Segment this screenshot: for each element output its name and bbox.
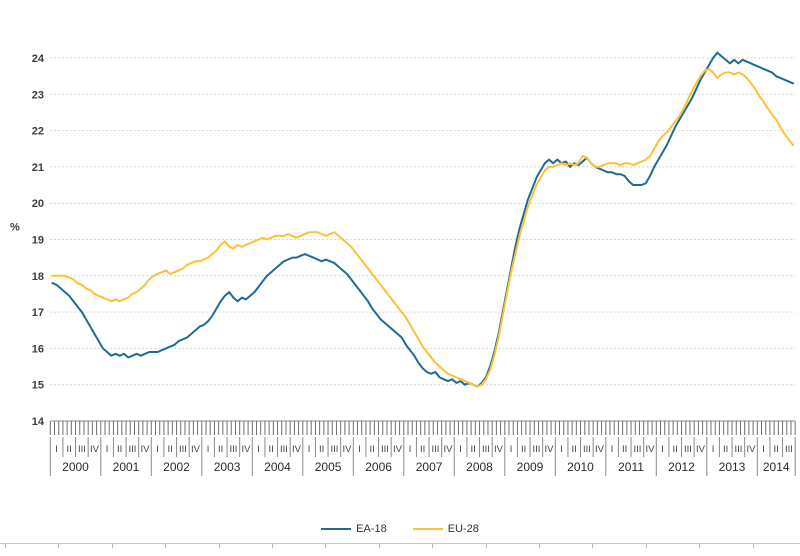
quarter-label: II [269, 444, 274, 455]
quarter-label: IV [595, 444, 605, 455]
legend-label-eu28: EU-28 [447, 523, 479, 535]
quarter-label: III [381, 444, 389, 455]
quarter-label: III [280, 444, 288, 455]
quarter-label: I [106, 444, 109, 455]
quarter-label: II [319, 444, 324, 455]
y-tick-label: 16 [32, 343, 44, 355]
year-label: 2001 [113, 460, 140, 474]
y-tick-label: 23 [32, 89, 44, 101]
quarter-label: III [532, 444, 540, 455]
quarter-label: II [572, 444, 577, 455]
year-label: 2007 [416, 460, 443, 474]
quarter-label: I [560, 444, 563, 455]
quarter-label: IV [393, 444, 403, 455]
quarter-label: II [67, 444, 72, 455]
quarter-label: IV [696, 444, 706, 455]
year-label: 2014 [763, 460, 790, 474]
quarter-label: I [55, 444, 58, 455]
quarter-label: IV [343, 444, 353, 455]
quarter-label: II [774, 444, 779, 455]
y-tick-label: 19 [32, 235, 44, 247]
year-label: 2011 [618, 460, 644, 474]
quarter-label: I [207, 444, 210, 455]
quarter-label: III [431, 444, 439, 455]
quarter-label: III [229, 444, 237, 455]
quarter-label: I [712, 444, 715, 455]
year-label: 2013 [719, 460, 746, 474]
quarter-label: I [762, 444, 765, 455]
quarter-label: I [409, 444, 412, 455]
year-label: 2012 [668, 460, 695, 474]
y-tick-label: 21 [32, 162, 44, 174]
y-tick-label: 14 [32, 416, 45, 428]
y-tick-label: 20 [32, 198, 44, 210]
quarter-label: I [611, 444, 614, 455]
quarter-label: III [583, 444, 591, 455]
quarter-label: II [521, 444, 526, 455]
quarter-label: II [622, 444, 627, 455]
y-tick-label: 22 [32, 126, 44, 138]
quarter-label: I [308, 444, 311, 455]
quarter-label: I [661, 444, 664, 455]
quarter-label: III [128, 444, 136, 455]
y-tick-label: 24 [32, 53, 45, 65]
quarter-label: II [218, 444, 223, 455]
quarter-label: III [482, 444, 490, 455]
series-line-EU-28 [51, 67, 795, 388]
year-label: 2004 [264, 460, 291, 474]
quarter-label: III [78, 444, 86, 455]
quarter-label: IV [494, 444, 504, 455]
chart-legend: EA-18 EU-28 [0, 523, 800, 535]
year-label: 2002 [163, 460, 190, 474]
quarter-label: I [156, 444, 159, 455]
quarter-label: II [370, 444, 375, 455]
quarter-label: IV [90, 444, 100, 455]
quarter-label: IV [242, 444, 252, 455]
series-line-EA-18 [51, 51, 795, 388]
quarter-label: IV [646, 444, 656, 455]
year-label: 2003 [214, 460, 241, 474]
year-label: 2008 [466, 460, 493, 474]
quarter-label: I [459, 444, 462, 455]
legend-item-eu28: EU-28 [412, 523, 479, 535]
cropped-table-ruler [0, 543, 800, 550]
ea18-line-swatch [321, 528, 352, 530]
legend-label-ea18: EA-18 [356, 523, 387, 535]
year-label: 2009 [517, 460, 544, 474]
quarter-label: II [168, 444, 173, 455]
legend-item-ea18: EA-18 [321, 523, 387, 535]
quarter-label: IV [191, 444, 201, 455]
quarter-label: I [257, 444, 260, 455]
quarter-label: IV [545, 444, 555, 455]
quarter-label: II [723, 444, 728, 455]
quarter-label: III [785, 444, 793, 455]
quarter-label: I [358, 444, 361, 455]
quarter-label: IV [747, 444, 757, 455]
quarter-label: IV [141, 444, 151, 455]
quarter-label: III [179, 444, 187, 455]
quarter-label: II [673, 444, 678, 455]
quarter-label: III [330, 444, 338, 455]
quarter-label: III [684, 444, 692, 455]
quarter-label: II [420, 444, 425, 455]
year-label: 2005 [315, 460, 342, 474]
eu28-line-swatch [412, 528, 443, 530]
year-label: 2006 [365, 460, 392, 474]
y-tick-label: 18 [32, 271, 44, 283]
quarter-label: II [117, 444, 122, 455]
y-tick-label: 17 [32, 307, 44, 319]
quarter-label: IV [292, 444, 302, 455]
quarter-label: III [633, 444, 641, 455]
year-label: 2000 [62, 460, 89, 474]
quarter-label: IV [444, 444, 454, 455]
year-label: 2010 [567, 460, 594, 474]
quarter-label: II [471, 444, 476, 455]
y-tick-label: 15 [32, 380, 44, 392]
y-axis-unit-label: % [10, 221, 20, 233]
quarter-label: III [734, 444, 742, 455]
quarter-label: I [510, 444, 513, 455]
